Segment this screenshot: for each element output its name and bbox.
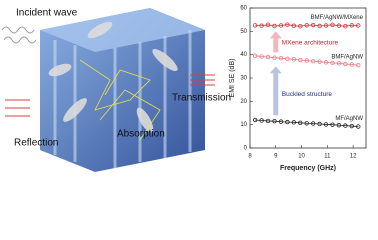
marker [291,57,297,62]
marker [330,60,335,66]
marker [356,124,361,129]
x-tick-label: 8 [248,154,252,160]
marker [356,23,361,28]
marker [291,23,297,28]
x-tick-label: 11 [324,154,331,160]
label: Transmission [172,93,231,104]
label: Reflection [14,138,58,149]
marker [356,62,361,68]
y-tick-label: 20 [240,99,247,105]
figure: Incident wave Transmission Absorption Re… [1,6,367,172]
marker [304,58,309,63]
illustration [1,8,215,172]
series-label: BMF/AgNW [331,55,363,61]
marker [278,119,284,124]
marker [323,23,329,28]
annotation: MXene architecture [282,40,339,47]
marker [304,23,309,28]
marker [343,123,348,128]
arrow-head [269,66,282,74]
marker [349,123,355,129]
marker [310,22,316,28]
marker [291,120,297,125]
marker [265,118,271,124]
illustration-labels: Incident wave Transmission Absorption Re… [14,8,231,149]
marker [272,118,277,124]
marker [285,56,290,62]
marker [252,23,258,28]
marker [265,22,271,27]
marker [317,59,322,64]
marker [330,22,335,27]
x-tick-label: 9 [274,154,278,160]
marker [272,23,277,29]
marker [278,55,284,61]
y-tick-label: 60 [240,6,247,12]
marker [259,54,264,59]
arrow-head [269,31,282,39]
marker [285,119,290,125]
label: Incident wave [16,8,78,19]
marker [323,60,329,65]
y-tick-label: 40 [240,52,247,58]
marker [259,118,264,123]
marker [349,23,355,28]
marker [323,122,329,127]
y-tick-label: 0 [244,146,248,152]
series-line [255,24,359,27]
marker [310,59,316,64]
series-label: MF/AgNW [335,116,363,122]
marker [298,120,303,125]
marker [272,55,277,60]
annotation: Buckled structure [282,91,333,98]
marker [330,122,335,127]
marker [317,23,322,29]
marker [343,61,348,67]
y-tick-label: 30 [240,76,247,82]
y-tick-label: 10 [240,122,247,128]
plot-frame [249,7,367,149]
marker [304,121,309,126]
marker [336,61,342,66]
marker [259,23,264,28]
marker [317,121,322,127]
x-axis-title: Frequency (GHz) [280,165,336,172]
x-tick-label: 12 [350,154,357,160]
chart: 0 10 20 30 40 50 60 8 9 10 11 12 Frequency (GHz) EMI … [229,6,367,172]
x-tick-label: 10 [298,154,305,160]
y-tick-label: 50 [240,29,247,35]
marker [343,24,348,29]
marker [285,22,290,27]
marker [252,53,258,59]
marker [349,62,355,67]
marker [336,23,342,28]
y-axis-title: EMI SE (dB) [229,59,236,98]
marker [336,122,342,128]
marker [278,23,284,28]
marker [265,54,271,60]
marker [298,24,303,29]
marker [252,117,258,123]
label: Absorption [117,129,165,140]
series-label: BMF/AgNW/MXene [311,15,364,21]
marker [298,57,303,63]
marker [310,121,316,126]
